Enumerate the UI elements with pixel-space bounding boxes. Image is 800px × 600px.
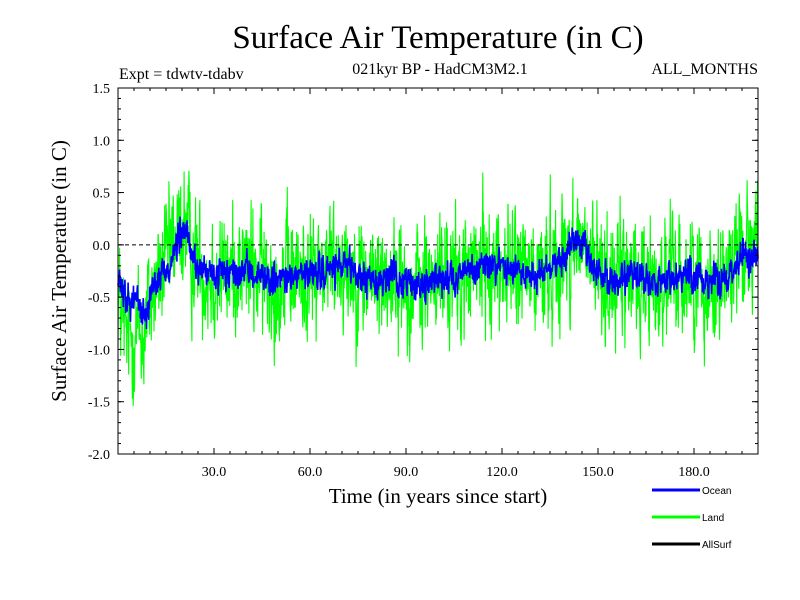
y-tick-label: -1.0 [88,343,110,358]
x-tick-label: 120.0 [486,465,518,480]
series-line-ocean [117,216,759,330]
y-tick-label: 1.5 [93,82,111,97]
experiment-label: Expt = tdwtv-tdabv [119,66,244,83]
x-axis: 30.0 60.0 90.0 120.0 150.0 180.0 [133,88,743,480]
y-tick-label: 0.5 [93,187,111,202]
period-label: ALL_MONTHS [651,61,758,78]
x-tick-label: 180.0 [678,465,710,480]
y-tick-label: -1.5 [88,396,110,411]
x-tick-label: 90.0 [394,465,419,480]
chart-subtitle: 021kyr BP - HadCM3M2.1 [352,61,527,78]
chart-title: Surface Air Temperature (in C) [232,20,643,56]
y-axis: -2.0 -1.5 -1.0 -0.5 0.0 0.5 1.0 1.5 [88,82,758,463]
y-tick-label: 0.0 [93,239,111,254]
x-tick-label: 30.0 [202,465,227,480]
x-axis-label: Time (in years since start) [329,484,548,508]
x-tick-label: 60.0 [298,465,323,480]
legend-label-ocean: Ocean [702,486,731,497]
series-line-land [117,170,759,407]
legend-label-allsurf: AllSurf [702,540,732,551]
legend: Ocean Land AllSurf [652,486,732,551]
y-tick-label: -2.0 [88,448,110,463]
y-axis-label: Surface Air Temperature (in C) [47,140,71,402]
y-tick-label: 1.0 [93,134,111,149]
series-layer [117,170,759,407]
y-tick-label: -0.5 [88,291,110,306]
legend-label-land: Land [702,513,724,524]
x-tick-label: 150.0 [582,465,614,480]
